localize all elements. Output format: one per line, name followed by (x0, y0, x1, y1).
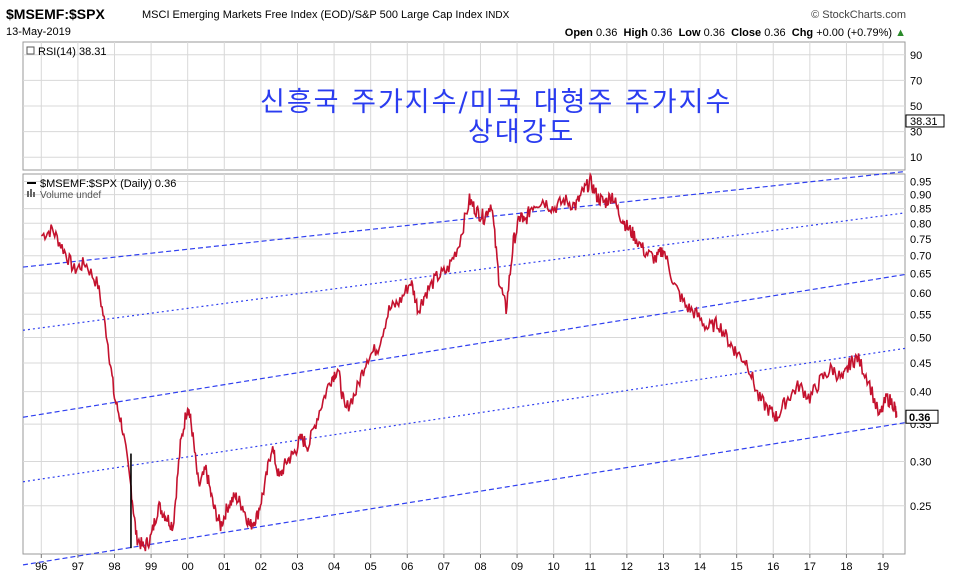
close-value: 0.36 (764, 27, 786, 39)
price-tick-label: 0.85 (910, 204, 931, 216)
price-legend: $MSEMF:$SPX (Daily) 0.36 Volume undef (27, 178, 176, 201)
channel-line-dashed (22, 422, 906, 566)
price-tick-label: 0.95 (910, 177, 931, 189)
rsi-axis: 10 30 50 70 90 (910, 50, 922, 164)
low-value: 0.36 (703, 27, 726, 39)
x-tick-label: 96 (35, 561, 47, 573)
close-label: Close (731, 27, 762, 39)
volume-icon-bar (33, 192, 35, 197)
chart-symbol: $MSEMF:$SPX (6, 6, 105, 22)
x-tick-label: 99 (145, 561, 157, 573)
price-tick-label: 0.75 (910, 234, 931, 246)
x-tick-label: 14 (694, 561, 706, 573)
price-y-axis: 0.250.300.350.400.450.500.550.600.650.70… (910, 177, 931, 513)
x-tick-label: 09 (511, 561, 523, 573)
high-label: High (623, 27, 648, 39)
x-tick-label: 17 (804, 561, 816, 573)
x-tick-label: 10 (548, 561, 560, 573)
price-tick-label: 0.25 (910, 501, 931, 513)
price-legend-text: $MSEMF:$SPX (Daily) 0.36 (40, 178, 176, 190)
price-tick-label: 0.40 (910, 387, 931, 399)
chg-label: Chg (791, 27, 814, 39)
x-tick-label: 12 (621, 561, 633, 573)
annotation-line-1: 신흥국 주가지수/미국 대형주 주가지수 (260, 87, 733, 118)
price-grid (23, 42, 905, 554)
x-tick-label: 00 (182, 561, 194, 573)
open-value: 0.36 (595, 27, 618, 39)
open-label: Open (564, 27, 593, 39)
x-tick-label: 97 (72, 561, 84, 573)
price-tick-label: 0.60 (910, 288, 931, 300)
price-tick-label: 0.50 (910, 332, 931, 344)
x-tick-label: 18 (840, 561, 852, 573)
price-series-line (40, 171, 898, 552)
low-label: Low (678, 27, 701, 39)
x-tick-label: 07 (438, 561, 450, 573)
price-tick-label: 0.55 (910, 309, 931, 321)
rsi-legend-text: RSI(14) 38.31 (38, 46, 106, 58)
x-tick-label: 02 (255, 561, 267, 573)
x-tick-label: 98 (108, 561, 120, 573)
price-panel (22, 173, 906, 555)
chg-value: +0.00 (+0.79%) (816, 27, 893, 39)
price-tick-label: 0.65 (910, 269, 931, 281)
x-axis: 96 97 98 99 00 01 02 03 04 05 06 07 08 09 10 11 12 13 14 15… (35, 554, 889, 573)
chart-date: 13-May-2019 (6, 26, 71, 38)
x-tick-label: 06 (401, 561, 413, 573)
chart-description: MSCI Emerging Markets Free Index (EOD)/S… (142, 9, 509, 21)
rsi-tick-label: 90 (910, 50, 922, 62)
channel-line-dotted (22, 212, 906, 331)
rsi-tick-label: 30 (910, 127, 922, 139)
price-tick-label: 0.70 (910, 251, 931, 263)
rsi-legend: RSI(14) 38.31 (26, 46, 106, 58)
annotation-line-2: 상대강도 (468, 117, 576, 148)
price-tick-label: 0.45 (910, 358, 931, 370)
x-tick-label: 15 (731, 561, 743, 573)
x-tick-label: 08 (474, 561, 486, 573)
x-tick-label: 01 (218, 561, 230, 573)
rsi-tick-label: 50 (910, 101, 922, 113)
price-tick-label: 0.80 (910, 218, 931, 230)
volume-icon (27, 191, 29, 197)
channel-line-dashed (22, 273, 906, 418)
volume-icon-bar (30, 189, 32, 197)
chart-exchange: INDX (485, 10, 510, 21)
price-last-value-label: 0.36 (905, 409, 939, 424)
chart-description-text: MSCI Emerging Markets Free Index (EOD)/S… (142, 9, 483, 21)
channel-line-dotted (22, 347, 906, 483)
rsi-tick-label: 10 (910, 152, 922, 164)
price-tick-label: 0.90 (910, 190, 931, 202)
x-tick-label: 19 (877, 561, 889, 573)
rsi-legend-swatch (26, 46, 35, 55)
svg-text:38.31: 38.31 (910, 116, 938, 128)
rsi-last-value-label: 38.31 (905, 114, 945, 128)
x-tick-label: 13 (657, 561, 669, 573)
chart-source: © StockCharts.com (811, 9, 906, 21)
ohlc-readout: Open 0.36 High 0.36 Low 0.36 Close 0.36 … (565, 27, 906, 39)
x-tick-label: 03 (291, 561, 303, 573)
price-tick-label: 0.30 (910, 457, 931, 469)
volume-legend-text: Volume undef (40, 190, 101, 201)
x-tick-label: 04 (328, 561, 340, 573)
svg-text:0.36: 0.36 (909, 412, 930, 424)
up-arrow-icon: ▲ (895, 27, 906, 39)
rsi-grid (23, 54, 905, 158)
x-tick-label: 05 (365, 561, 377, 573)
high-value: 0.36 (651, 27, 673, 39)
x-tick-label: 11 (585, 561, 596, 573)
x-tick-label: 16 (767, 561, 779, 573)
rsi-tick-label: 70 (910, 75, 922, 87)
